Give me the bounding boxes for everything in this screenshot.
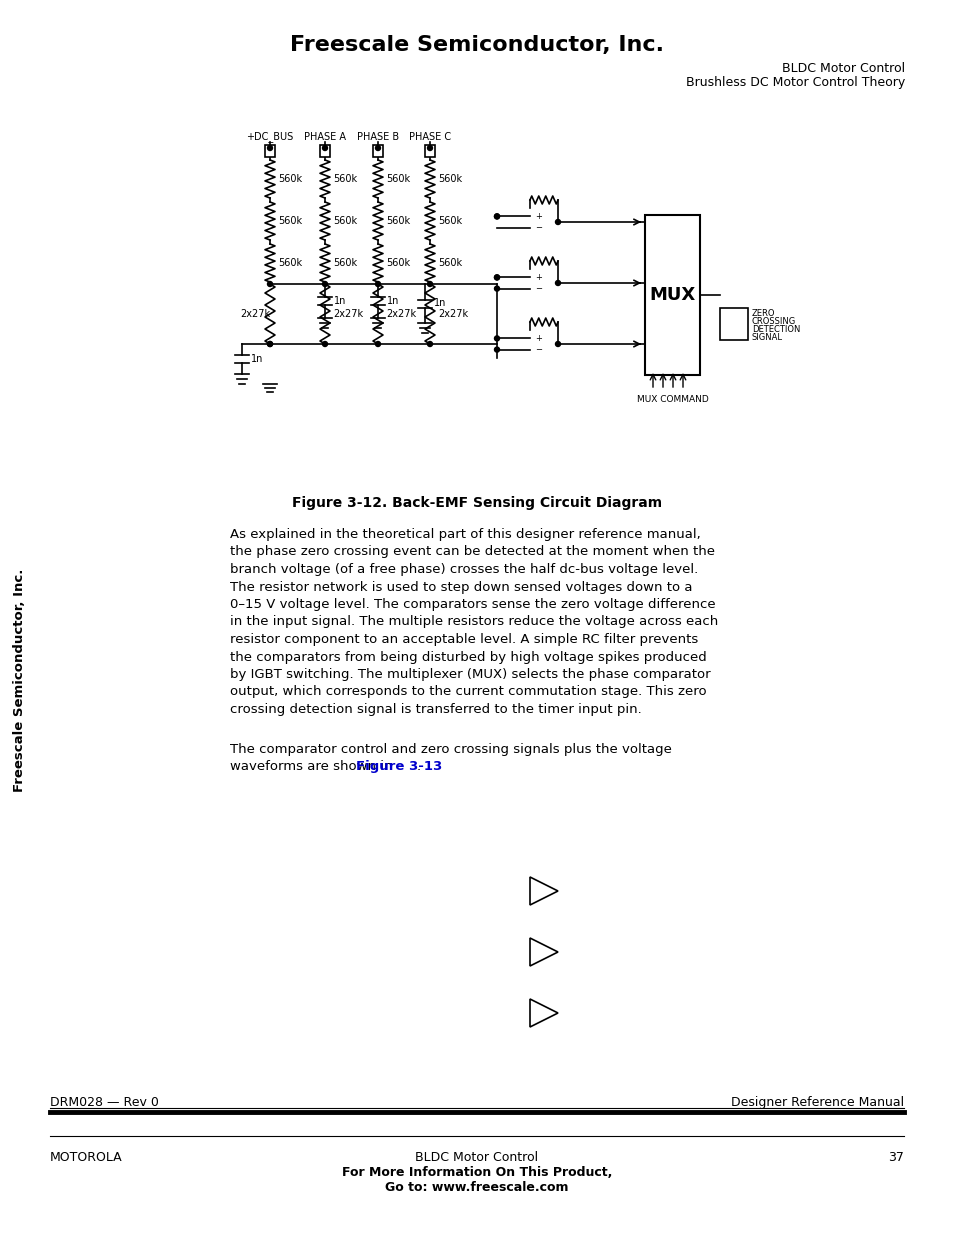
Circle shape	[427, 342, 432, 347]
Circle shape	[494, 275, 499, 280]
Text: 560k: 560k	[437, 258, 461, 268]
Text: 560k: 560k	[333, 174, 356, 184]
Circle shape	[555, 280, 560, 285]
Text: 560k: 560k	[386, 174, 410, 184]
Text: The resistor network is used to step down sensed voltages down to a: The resistor network is used to step dow…	[230, 580, 692, 594]
Polygon shape	[530, 877, 558, 905]
Text: 1n: 1n	[387, 296, 399, 306]
Circle shape	[267, 282, 273, 287]
Text: +DC_BUS: +DC_BUS	[246, 132, 294, 142]
Circle shape	[267, 342, 273, 347]
Text: 1n: 1n	[434, 299, 446, 309]
Text: BLDC Motor Control: BLDC Motor Control	[781, 62, 904, 75]
Text: Go to: www.freescale.com: Go to: www.freescale.com	[385, 1181, 568, 1194]
Circle shape	[322, 342, 327, 347]
Bar	[373, 144, 382, 157]
Text: DRM028 — Rev 0: DRM028 — Rev 0	[50, 1095, 159, 1109]
Circle shape	[494, 287, 499, 291]
Text: waveforms are shown in: waveforms are shown in	[230, 760, 396, 773]
Text: 2x27k: 2x27k	[333, 309, 363, 319]
Text: 2x27k: 2x27k	[240, 309, 270, 319]
Circle shape	[267, 146, 273, 151]
Circle shape	[494, 214, 499, 219]
Text: branch voltage (of a free phase) crosses the half dc-bus voltage level.: branch voltage (of a free phase) crosses…	[230, 563, 698, 576]
Text: 560k: 560k	[386, 258, 410, 268]
Text: Freescale Semiconductor, Inc.: Freescale Semiconductor, Inc.	[290, 35, 663, 56]
Text: +: +	[535, 212, 541, 221]
Bar	[644, 215, 700, 375]
Text: MUX: MUX	[649, 287, 695, 304]
Text: DETECTION: DETECTION	[751, 326, 800, 335]
Circle shape	[494, 214, 499, 219]
Circle shape	[427, 282, 432, 287]
Text: 2x27k: 2x27k	[386, 309, 416, 319]
Circle shape	[494, 275, 499, 280]
Circle shape	[427, 146, 432, 151]
Circle shape	[375, 146, 380, 151]
Text: 560k: 560k	[277, 174, 302, 184]
Text: MUX COMMAND: MUX COMMAND	[636, 395, 708, 404]
Text: output, which corresponds to the current commutation stage. This zero: output, which corresponds to the current…	[230, 685, 706, 699]
Text: ZERO: ZERO	[751, 310, 775, 319]
Text: PHASE C: PHASE C	[409, 132, 451, 142]
Text: The comparator control and zero crossing signals plus the voltage: The comparator control and zero crossing…	[230, 742, 671, 756]
Bar	[720, 308, 747, 340]
Text: 0–15 V voltage level. The comparators sense the zero voltage difference: 0–15 V voltage level. The comparators se…	[230, 598, 715, 611]
Text: CROSSING: CROSSING	[751, 317, 796, 326]
Text: 560k: 560k	[437, 174, 461, 184]
Circle shape	[494, 336, 499, 341]
Text: 560k: 560k	[277, 216, 302, 226]
Text: 560k: 560k	[333, 216, 356, 226]
Bar	[319, 144, 330, 157]
Bar	[265, 144, 274, 157]
Circle shape	[555, 220, 560, 225]
Text: the phase zero crossing event can be detected at the moment when the: the phase zero crossing event can be det…	[230, 546, 714, 558]
Text: Figure 3-13: Figure 3-13	[356, 760, 442, 773]
Circle shape	[494, 347, 499, 352]
Text: MOTOROLA: MOTOROLA	[50, 1151, 123, 1165]
Text: 560k: 560k	[277, 258, 302, 268]
Text: As explained in the theoretical part of this designer reference manual,: As explained in the theoretical part of …	[230, 529, 700, 541]
Polygon shape	[530, 999, 558, 1028]
Text: Figure 3-12. Back-EMF Sensing Circuit Diagram: Figure 3-12. Back-EMF Sensing Circuit Di…	[292, 496, 661, 510]
Text: For More Information On This Product,: For More Information On This Product,	[341, 1166, 612, 1179]
Text: −: −	[535, 284, 541, 293]
Text: Brushless DC Motor Control Theory: Brushless DC Motor Control Theory	[685, 77, 904, 89]
Circle shape	[555, 342, 560, 347]
Text: 37: 37	[887, 1151, 903, 1165]
Text: resistor component to an acceptable level. A simple RC filter prevents: resistor component to an acceptable leve…	[230, 634, 698, 646]
Text: the comparators from being disturbed by high voltage spikes produced: the comparators from being disturbed by …	[230, 651, 706, 663]
Text: PHASE B: PHASE B	[356, 132, 398, 142]
Circle shape	[322, 146, 327, 151]
Text: by IGBT switching. The multiplexer (MUX) selects the phase comparator: by IGBT switching. The multiplexer (MUX)…	[230, 668, 710, 680]
Text: 1n: 1n	[251, 354, 263, 364]
Text: PHASE A: PHASE A	[304, 132, 346, 142]
Circle shape	[322, 282, 327, 287]
Text: 560k: 560k	[333, 258, 356, 268]
Bar	[424, 144, 435, 157]
Text: 560k: 560k	[386, 216, 410, 226]
Text: SIGNAL: SIGNAL	[751, 333, 782, 342]
Text: BLDC Motor Control: BLDC Motor Control	[415, 1151, 538, 1165]
Text: 560k: 560k	[437, 216, 461, 226]
Circle shape	[267, 342, 273, 347]
Text: crossing detection signal is transferred to the timer input pin.: crossing detection signal is transferred…	[230, 703, 641, 716]
Text: 1n: 1n	[334, 296, 346, 306]
Polygon shape	[530, 939, 558, 966]
Circle shape	[375, 342, 380, 347]
Text: −: −	[535, 345, 541, 354]
Circle shape	[375, 282, 380, 287]
Text: −: −	[535, 224, 541, 232]
Text: +: +	[535, 273, 541, 282]
Text: Designer Reference Manual: Designer Reference Manual	[730, 1095, 903, 1109]
Text: 2x27k: 2x27k	[437, 309, 468, 319]
Text: .: .	[416, 760, 420, 773]
Text: +: +	[535, 333, 541, 343]
Text: Freescale Semiconductor, Inc.: Freescale Semiconductor, Inc.	[13, 568, 27, 792]
Text: in the input signal. The multiple resistors reduce the voltage across each: in the input signal. The multiple resist…	[230, 615, 718, 629]
